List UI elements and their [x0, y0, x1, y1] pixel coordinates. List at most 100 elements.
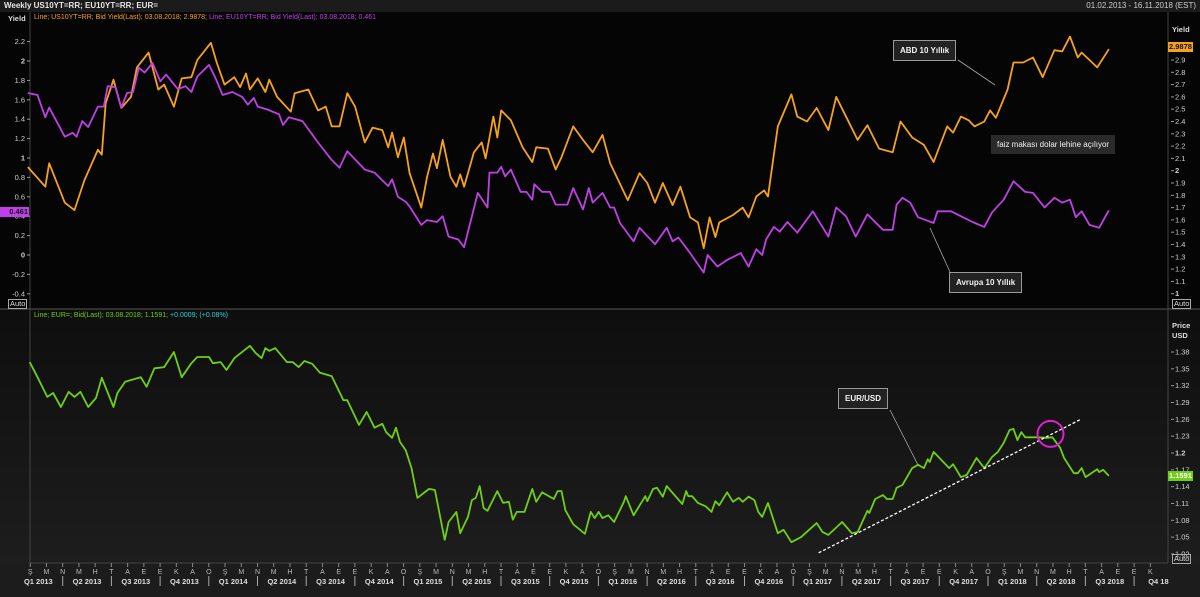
- auto-scale-price-button[interactable]: Auto: [1172, 554, 1192, 564]
- month-label: T: [694, 569, 699, 576]
- legend-eurusd[interactable]: Line; EUR=; Bid(Last); 03.08.2018; 1.159…: [34, 312, 169, 319]
- support-trendline[interactable]: [818, 419, 1081, 554]
- month-label: E: [937, 569, 942, 576]
- right-yield-tick: 1.1: [1175, 277, 1185, 286]
- right-yield-tick: 2: [1175, 166, 1179, 175]
- month-label: H: [287, 569, 292, 576]
- month-label: H: [677, 569, 682, 576]
- quarter-label: Q3 2015: [511, 577, 540, 586]
- left-yield-tick: -0.2: [12, 270, 25, 279]
- eurusd-price-line[interactable]: [28, 344, 1110, 544]
- eu10y-yield-line[interactable]: [27, 62, 1110, 274]
- month-label: K: [564, 569, 569, 576]
- us-annotation-leader: [957, 59, 996, 86]
- chart-title: Weekly US10YT=RR; EU10YT=RR; EUR=: [4, 1, 158, 10]
- left-yield-tick: 1: [21, 154, 25, 163]
- legend-change: +0.0009; (+0.08%): [170, 312, 229, 319]
- quarter-label: Q1 2014: [219, 577, 249, 586]
- quarter-label: Q2 2017: [852, 577, 881, 586]
- month-label: A: [515, 569, 520, 576]
- month-label: T: [888, 569, 893, 576]
- right-yield-tick: 1.2: [1175, 265, 1185, 274]
- month-label: Ş: [807, 569, 812, 576]
- month-label: E: [921, 569, 926, 576]
- header-bar: Weekly US10YT=RR; EU10YT=RR; EUR= 01.02.…: [0, 0, 1200, 12]
- annotation-spread-note[interactable]: faiz makası dolar lehine açılıyor: [991, 135, 1116, 154]
- month-label: M: [823, 569, 829, 576]
- right-yield-tick: 1.6: [1175, 215, 1185, 224]
- month-label: H: [872, 569, 877, 576]
- last-value-eu-badge: 0.461: [0, 207, 29, 217]
- quarter-label: Q2 2015: [462, 577, 491, 586]
- month-label: T: [304, 569, 309, 576]
- month-label: O: [790, 569, 796, 576]
- legend-eu10y[interactable]: Line; EU10YT=RR; Bid Yield(Last); 03.08.…: [208, 14, 377, 21]
- date-range[interactable]: 01.02.2013 - 16.11.2018 (EST): [1086, 1, 1196, 10]
- us10y-yield-line[interactable]: [27, 35, 1110, 250]
- price-tick: 1.17: [1175, 465, 1190, 474]
- right-yield-tick: 2.8: [1175, 68, 1185, 77]
- quarter-label: Q1 2015: [414, 577, 443, 586]
- last-value-eur-badge: 1.1591: [1168, 471, 1193, 481]
- month-label: O: [401, 569, 407, 576]
- auto-scale-right-button[interactable]: Auto: [1172, 299, 1192, 309]
- quarter-label: Q1 2018: [998, 577, 1027, 586]
- left-yield-tick: 0.6: [15, 192, 25, 201]
- right-yield-tick: 2.9: [1175, 56, 1185, 65]
- month-label: E: [547, 569, 552, 576]
- quarter-label: Q3 2018: [1095, 577, 1124, 586]
- price-tick: 1.14: [1175, 482, 1190, 491]
- month-label: M: [466, 569, 472, 576]
- month-label: N: [645, 569, 650, 576]
- left-yield-tick: 1.8: [15, 76, 25, 85]
- price-tick: 1.08: [1175, 516, 1190, 525]
- month-label: E: [142, 569, 147, 576]
- quarter-label: Q4 18: [1148, 577, 1168, 586]
- month-label: Ş: [612, 569, 617, 576]
- month-label: M: [855, 569, 861, 576]
- left-yield-tick: 0.2: [15, 231, 25, 240]
- left-yield-axis-label: Yield: [8, 14, 26, 23]
- month-label: M: [628, 569, 634, 576]
- annotation-us-10y[interactable]: ABD 10 Yıllık: [893, 40, 957, 61]
- eu-annotation-leader: [929, 227, 951, 273]
- month-label: A: [580, 569, 585, 576]
- month-label: M: [660, 569, 666, 576]
- month-label: T: [499, 569, 504, 576]
- auto-scale-left-button[interactable]: Auto: [8, 299, 28, 309]
- month-label: T: [109, 569, 114, 576]
- right-yield-tick: 2.5: [1175, 105, 1185, 114]
- month-label: E: [531, 569, 536, 576]
- breakdown-highlight-circle[interactable]: [1036, 419, 1065, 448]
- month-label: E: [742, 569, 747, 576]
- month-label: A: [1099, 569, 1104, 576]
- annotation-eu-10y[interactable]: Avrupa 10 Yıllık: [949, 272, 1023, 293]
- month-label: H: [482, 569, 487, 576]
- month-label: Ş: [417, 569, 422, 576]
- price-axis-unit: USD: [1172, 331, 1188, 340]
- price-tick: 1.38: [1175, 348, 1190, 357]
- bottom-panel-background: [0, 309, 1200, 563]
- quarter-label: Q4 2013: [170, 577, 199, 586]
- right-yield-tick: 1.3: [1175, 252, 1185, 261]
- top-legend: Line; US10YT=RR; Bid Yield(Last); 03.08.…: [34, 14, 376, 21]
- month-label: O: [206, 569, 212, 576]
- month-label: A: [775, 569, 780, 576]
- month-label: N: [1034, 569, 1039, 576]
- month-label: A: [710, 569, 715, 576]
- month-label: M: [44, 569, 50, 576]
- month-label: H: [1067, 569, 1072, 576]
- month-label: N: [450, 569, 455, 576]
- month-label: K: [369, 569, 374, 576]
- quarter-label: Q4 2014: [365, 577, 395, 586]
- right-yield-tick: 2.7: [1175, 80, 1185, 89]
- right-yield-tick: 2.4: [1175, 117, 1185, 126]
- month-label: K: [1148, 569, 1153, 576]
- price-axis-label: Price: [1172, 321, 1191, 330]
- legend-us10y[interactable]: Line; US10YT=RR; Bid Yield(Last); 03.08.…: [34, 14, 207, 21]
- annotation-eurusd[interactable]: EUR/USD: [838, 388, 889, 409]
- quarter-label: Q2 2018: [1047, 577, 1076, 586]
- right-yield-tick: 2.1: [1175, 154, 1185, 163]
- month-label: N: [60, 569, 65, 576]
